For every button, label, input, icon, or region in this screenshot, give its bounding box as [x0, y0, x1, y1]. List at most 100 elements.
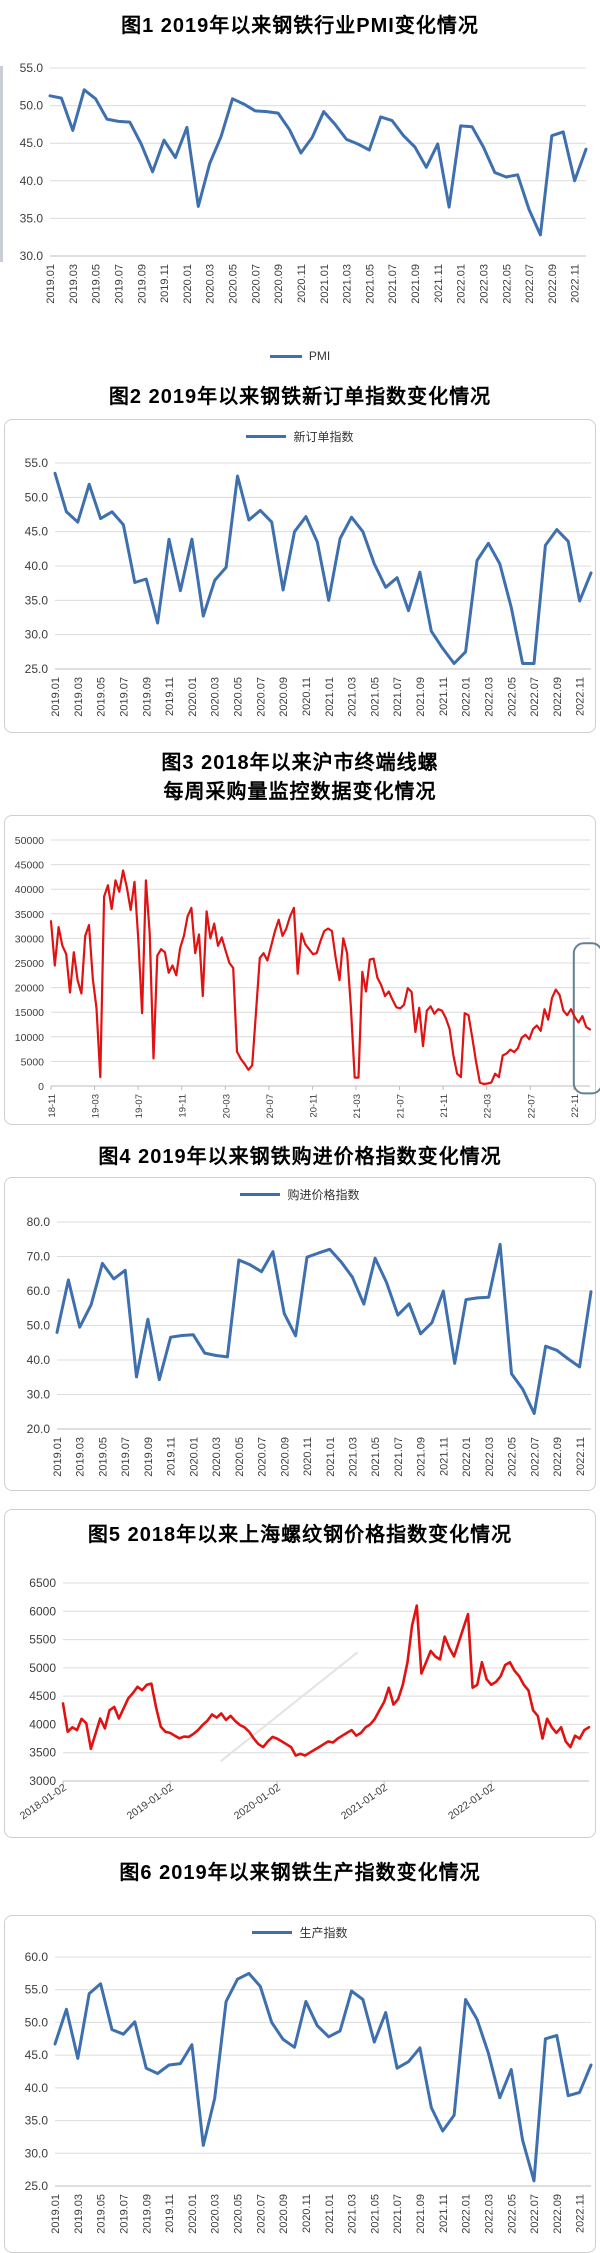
svg-text:50000: 50000 — [15, 835, 44, 847]
svg-text:2020.05: 2020.05 — [233, 2194, 245, 2234]
svg-text:2021.09: 2021.09 — [415, 2194, 427, 2234]
svg-text:2020.01: 2020.01 — [187, 2194, 199, 2234]
svg-text:22-11: 22-11 — [570, 1094, 581, 1118]
svg-text:2019.11: 2019.11 — [164, 2194, 176, 2233]
svg-text:2022.09: 2022.09 — [547, 264, 559, 304]
svg-text:2019.05: 2019.05 — [96, 2194, 108, 2234]
svg-text:2019.03: 2019.03 — [68, 264, 80, 304]
svg-text:50.0: 50.0 — [27, 1319, 51, 1333]
svg-text:2022.05: 2022.05 — [501, 264, 513, 304]
svg-text:2020.11: 2020.11 — [301, 677, 313, 716]
svg-text:3000: 3000 — [29, 1774, 56, 1788]
svg-text:2020.09: 2020.09 — [278, 2194, 290, 2234]
svg-text:4000: 4000 — [29, 1717, 56, 1731]
svg-text:2020.03: 2020.03 — [205, 264, 217, 304]
svg-text:2022.07: 2022.07 — [529, 677, 541, 717]
svg-text:2022.01: 2022.01 — [461, 2194, 473, 2234]
svg-text:20-03: 20-03 — [221, 1094, 232, 1118]
svg-text:2020.03: 2020.03 — [211, 1437, 223, 1477]
series-line — [48, 88, 588, 237]
chart-6-title: 图6 2019年以来钢铁生产指数变化情况 — [119, 1862, 481, 1884]
svg-text:35.0: 35.0 — [25, 593, 49, 607]
legend-label: PMI — [308, 349, 331, 363]
svg-text:2020-01-02: 2020-01-02 — [232, 1782, 283, 1823]
svg-text:2019.09: 2019.09 — [141, 2194, 153, 2234]
svg-text:2021.07: 2021.07 — [387, 264, 399, 304]
svg-text:2022-01-02: 2022-01-02 — [446, 1782, 497, 1823]
chart-1-plot-area: 55.0 50.0 45.0 40.0 35.0 30.0 2019.01 2019.03 20… — [0, 44, 600, 366]
svg-text:80.0: 80.0 — [27, 1215, 51, 1229]
svg-text:2019.01: 2019.01 — [45, 264, 57, 304]
svg-text:2021.11: 2021.11 — [438, 1437, 450, 1476]
svg-text:21-07: 21-07 — [396, 1094, 407, 1118]
legend-line-marker — [269, 354, 302, 358]
chart-4-plot-area: 购进价格指数 80.0 70.0 60.0 50.0 40.0 30.0 20.0 2019.… — [4, 1177, 596, 1491]
svg-text:35.0: 35.0 — [20, 211, 44, 225]
svg-text:2019.03: 2019.03 — [73, 677, 85, 717]
svg-text:45.0: 45.0 — [20, 136, 44, 150]
chart-4-purchase-price-section: 图4 2019年以来钢铁购进价格指数变化情况 购进价格指数 80.0 70.0 60… — [0, 1140, 600, 1491]
svg-text:2020.05: 2020.05 — [234, 1437, 246, 1477]
svg-text:5000: 5000 — [21, 1056, 45, 1068]
svg-text:40.0: 40.0 — [25, 559, 49, 573]
svg-text:55.0: 55.0 — [25, 1983, 49, 1997]
chart-5-plot-area: 图5 2018年以来上海螺纹钢价格指数变化情况 6500 6000 5500 5000… — [4, 1509, 596, 1838]
svg-text:55.0: 55.0 — [25, 456, 49, 470]
legend-line-marker — [252, 1930, 293, 1934]
svg-text:2021.07: 2021.07 — [392, 677, 404, 717]
chart-3-title-line1: 图3 2018年以来沪市终端线螺 — [161, 752, 439, 774]
chart-1-pmi-section: 图1 2019年以来钢铁行业PMI变化情况 55.0 50.0 45.0 40.0 35… — [0, 0, 600, 366]
svg-text:5500: 5500 — [29, 1633, 56, 1647]
svg-text:2020.09: 2020.09 — [273, 264, 285, 304]
svg-text:30.0: 30.0 — [27, 1388, 51, 1402]
svg-text:18-11: 18-11 — [47, 1094, 58, 1118]
svg-text:2020.05: 2020.05 — [233, 677, 245, 717]
svg-text:60.0: 60.0 — [25, 1950, 49, 1964]
svg-text:6500: 6500 — [29, 1576, 56, 1590]
chart-3-title-line2: 每周采购量监控数据变化情况 — [163, 781, 437, 803]
svg-text:2022.05: 2022.05 — [507, 1437, 519, 1477]
svg-text:55.0: 55.0 — [20, 61, 44, 75]
series-line — [53, 1971, 593, 2183]
svg-text:2022.09: 2022.09 — [552, 1437, 564, 1477]
chart-3-title: 图3 2018年以来沪市终端线螺 每周采购量监控数据变化情况 — [0, 749, 600, 807]
series-line — [55, 1242, 593, 1415]
svg-text:2019.09: 2019.09 — [141, 677, 153, 717]
svg-text:2021.05: 2021.05 — [369, 2194, 381, 2234]
chart-5-title: 图5 2018年以来上海螺纹钢价格指数变化情况 — [87, 1524, 513, 1546]
svg-text:2022.09: 2022.09 — [552, 2194, 564, 2234]
svg-text:2019.07: 2019.07 — [118, 2194, 130, 2234]
chart-2-new-orders-section: 图2 2019年以来钢铁新订单指数变化情况 新订单指数 55.0 50.0 45.0… — [0, 380, 600, 733]
svg-text:2019.05: 2019.05 — [96, 677, 108, 717]
legend-line-marker — [246, 434, 287, 438]
svg-text:2019.01: 2019.01 — [50, 677, 62, 717]
svg-text:50.0: 50.0 — [25, 2015, 49, 2029]
svg-text:2022.01: 2022.01 — [456, 264, 468, 304]
svg-text:50.0: 50.0 — [25, 490, 49, 504]
svg-text:30.0: 30.0 — [25, 2146, 49, 2160]
series-line — [49, 869, 592, 1086]
svg-text:2019.11: 2019.11 — [159, 264, 171, 303]
svg-text:2021.05: 2021.05 — [364, 264, 376, 304]
chart-2-legend: 新订单指数 — [5, 426, 595, 446]
svg-text:25000: 25000 — [15, 958, 44, 970]
weekly-purchase-line-chart: 5000045000400003500030000250002000015000… — [15, 835, 600, 1118]
svg-text:2020.11: 2020.11 — [296, 264, 308, 303]
svg-text:40000: 40000 — [15, 884, 44, 896]
svg-text:2020.07: 2020.07 — [250, 264, 262, 304]
svg-text:2020.01: 2020.01 — [182, 264, 194, 304]
svg-text:2021.01: 2021.01 — [324, 2194, 336, 2234]
svg-text:2019.03: 2019.03 — [73, 2194, 85, 2234]
svg-text:2021.07: 2021.07 — [393, 1437, 405, 1477]
svg-text:2020.01: 2020.01 — [188, 1437, 200, 1477]
svg-text:2019.01: 2019.01 — [52, 1437, 64, 1477]
svg-text:2022.07: 2022.07 — [529, 2194, 541, 2234]
svg-text:2021.09: 2021.09 — [410, 264, 422, 304]
chart-1-title: 图1 2019年以来钢铁行业PMI变化情况 — [121, 15, 479, 37]
chart-2-title: 图2 2019年以来钢铁新订单指数变化情况 — [108, 386, 492, 408]
chart-6-production-section: 图6 2019年以来钢铁生产指数变化情况 生产指数 60.0 55.0 50.0 45… — [0, 1856, 600, 2253]
svg-text:2021.09: 2021.09 — [415, 677, 427, 717]
svg-text:4500: 4500 — [29, 1689, 56, 1703]
svg-text:25.0: 25.0 — [25, 2179, 49, 2193]
